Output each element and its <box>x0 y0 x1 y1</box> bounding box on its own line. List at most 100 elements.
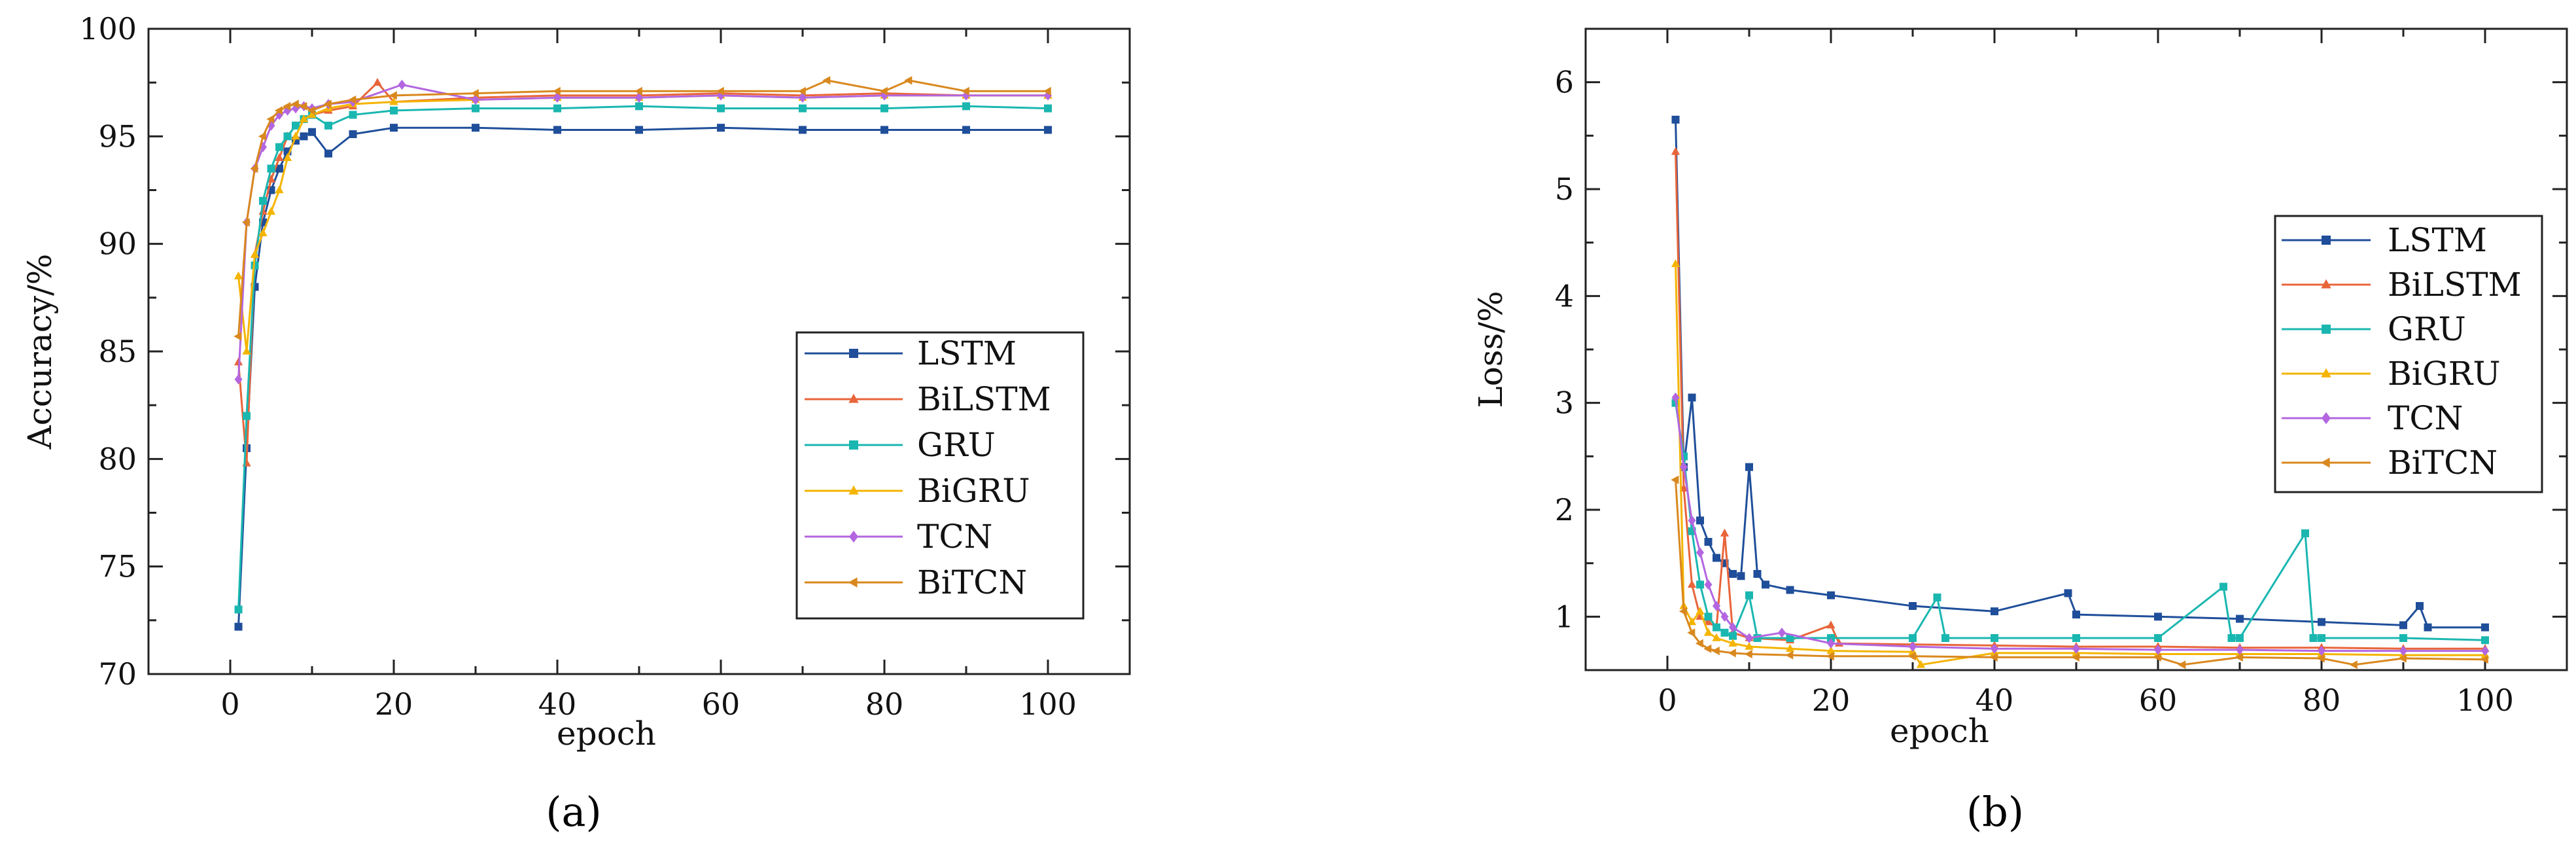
data-point-lstm <box>1713 554 1720 562</box>
data-point-bitcn <box>1989 652 1998 662</box>
data-point-gru <box>2301 529 2309 537</box>
data-point-tcn <box>1991 643 1998 654</box>
legend-label-bitcn: BiTCN <box>2388 444 2498 482</box>
legend-marker-bigru <box>2321 368 2331 378</box>
data-point-lstm <box>1704 538 1713 546</box>
data-point-gru <box>799 104 807 113</box>
series-line-bilstm <box>237 81 1048 465</box>
data-point-bitcn <box>797 86 806 96</box>
data-point-bitcn <box>1744 649 1752 659</box>
data-point-tcn <box>1729 622 1737 633</box>
panel-caption: (b) <box>1966 788 2024 836</box>
x-tick-label: 60 <box>702 686 740 722</box>
data-point-tcn <box>1713 601 1720 611</box>
data-point-tcn <box>1909 641 1917 652</box>
data-point-tcn <box>1680 461 1688 472</box>
data-point-lstm <box>717 124 725 132</box>
data-point-gru <box>2236 634 2244 642</box>
legend-label-lstm: LSTM <box>917 334 1017 372</box>
data-point-bitcn <box>323 99 332 109</box>
data-point-bigru <box>299 114 309 122</box>
data-point-bitcn <box>1728 649 1736 658</box>
data-point-bitcn <box>2349 660 2358 669</box>
legend-marker-bilstm <box>848 393 859 403</box>
data-point-bigru <box>234 271 243 279</box>
data-point-bitcn <box>1687 628 1696 637</box>
data-point-bitcn <box>1043 86 1051 96</box>
data-point-bigru <box>291 132 300 140</box>
data-point-bitcn <box>822 76 831 85</box>
legend-marker-bilstm <box>2321 279 2331 289</box>
data-point-gru <box>324 121 332 130</box>
data-point-gru <box>717 104 725 113</box>
y-tick-label: 4 <box>1555 278 1574 313</box>
x-tick-label: 80 <box>2303 683 2341 718</box>
data-point-gru <box>1713 623 1720 632</box>
data-point-lstm <box>2236 614 2244 623</box>
x-tick-label: 20 <box>375 686 413 722</box>
data-point-bitcn <box>634 86 642 96</box>
data-point-tcn <box>1704 579 1713 590</box>
data-point-lstm <box>553 126 561 134</box>
data-point-bitcn <box>234 332 242 341</box>
data-point-tcn <box>1720 611 1729 622</box>
data-point-bigru <box>266 207 276 215</box>
data-point-bilstm <box>373 77 382 86</box>
data-point-tcn <box>2318 645 2325 656</box>
legend-marker-bigru <box>848 485 859 495</box>
data-point-bigru <box>258 228 268 237</box>
data-point-bitcn <box>716 86 724 96</box>
x-tick-label: 100 <box>1019 686 1077 722</box>
data-point-tcn <box>717 90 725 101</box>
y-tick-label: 5 <box>1555 171 1574 207</box>
legend-label-tcn: TCN <box>917 518 992 556</box>
data-point-gru <box>880 104 888 113</box>
data-point-gru <box>243 412 251 420</box>
data-point-lstm <box>234 622 243 631</box>
y-axis-label: Accuracy/% <box>21 254 59 450</box>
data-point-bilstm <box>1671 147 1680 155</box>
data-point-lstm <box>390 124 398 132</box>
data-point-gru <box>2481 636 2489 645</box>
data-point-lstm <box>1729 570 1737 578</box>
data-point-lstm <box>2154 613 2162 621</box>
data-point-lstm <box>1909 602 1917 610</box>
legend-marker-bitcn <box>848 577 858 588</box>
data-point-bitcn <box>1695 639 1703 648</box>
legend-label-gru: GRU <box>2388 310 2466 348</box>
legend-marker-gru <box>849 440 858 450</box>
data-point-bigru <box>1728 638 1737 647</box>
data-point-bigru <box>1916 660 1926 668</box>
data-point-lstm <box>349 130 357 139</box>
data-point-lstm <box>635 126 643 134</box>
data-point-lstm <box>324 149 332 158</box>
ticks-layer: 0 20 40 60 80 100 70 75 80 85 90 95 100 <box>79 11 1131 722</box>
data-point-gru <box>292 121 300 130</box>
legend-box <box>795 331 1085 620</box>
data-point-gru <box>275 143 283 151</box>
y-tick-label: 85 <box>98 334 137 369</box>
data-point-bilstm <box>1826 620 1836 629</box>
data-point-lstm <box>2416 602 2424 610</box>
data-point-lstm <box>2064 589 2072 597</box>
data-point-bigru <box>1826 646 1836 654</box>
data-point-lstm <box>1737 572 1745 580</box>
data-point-bitcn <box>552 86 561 96</box>
data-point-lstm <box>799 126 807 134</box>
data-point-bitcn <box>2316 654 2325 663</box>
panel-caption: (a) <box>546 788 601 836</box>
data-point-bigru <box>1745 641 1754 650</box>
series-layer <box>1671 115 2490 669</box>
data-point-lstm <box>1762 580 1769 589</box>
data-point-gru <box>553 104 561 113</box>
y-tick-label: 70 <box>98 656 137 692</box>
data-point-bitcn <box>290 99 299 109</box>
data-point-bitcn <box>307 106 315 115</box>
legend-label-bilstm: BiLSTM <box>2388 266 2522 304</box>
data-point-bitcn <box>2178 660 2186 669</box>
data-point-lstm <box>2318 618 2325 626</box>
x-axis-label: epoch <box>557 715 656 753</box>
data-point-tcn <box>799 92 807 103</box>
data-point-lstm <box>1786 586 1794 594</box>
data-point-bitcn <box>266 115 275 124</box>
